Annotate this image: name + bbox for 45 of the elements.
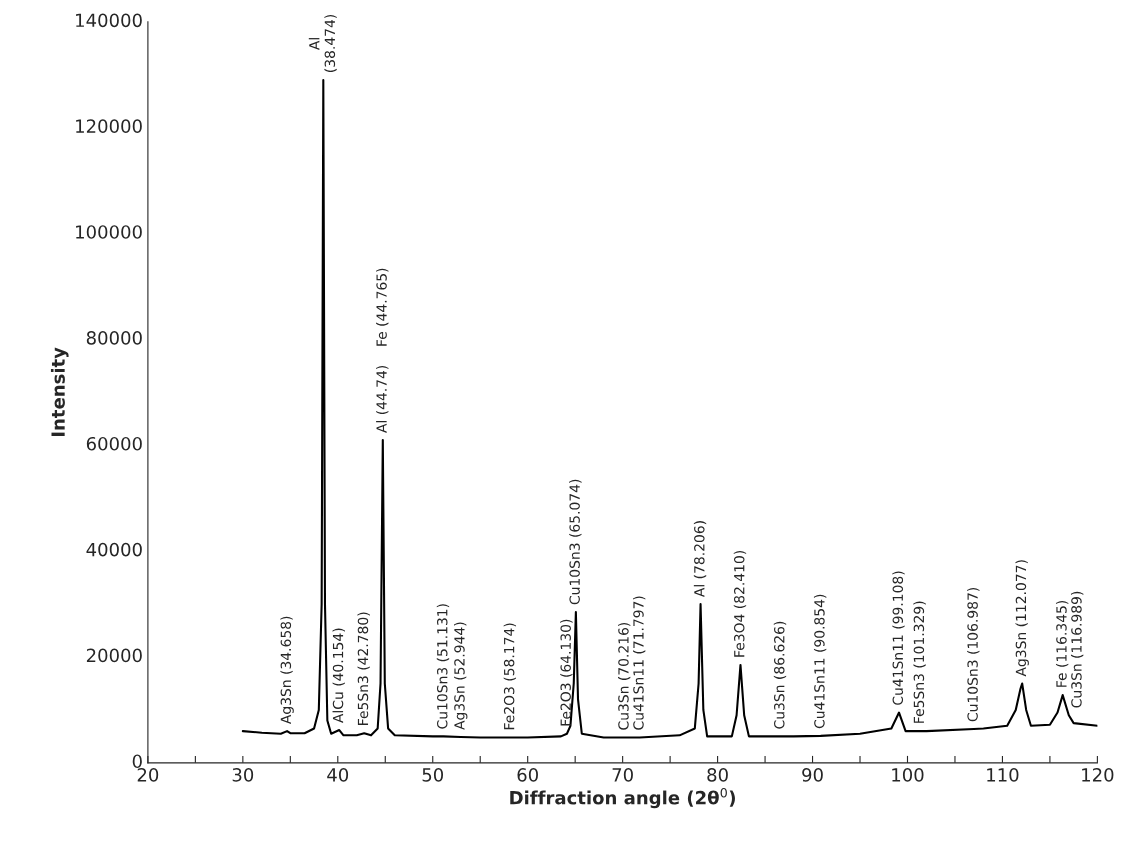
x-tick-label: 40	[327, 768, 349, 782]
annotation: Cu10Sn3 (65.074)	[569, 479, 582, 605]
y-tick-label: 100000	[76, 225, 142, 239]
annotation: Cu10Sn3 (51.131)	[436, 604, 450, 729]
annotation: Fe2O3 (58.174)	[503, 623, 517, 730]
x-tick-label: 120	[1082, 768, 1114, 782]
x-tick-label: 20	[137, 768, 159, 782]
x-tick-label: 70	[612, 768, 633, 782]
x-tick-label: 110	[987, 768, 1019, 782]
annotation: Al (44.74)	[376, 365, 389, 433]
x-tick-label: 50	[422, 768, 444, 782]
annotation: Ag3Sn (52.944)	[453, 622, 468, 730]
y-axis-title: Intensity	[50, 347, 69, 437]
x-tick-label: 90	[802, 768, 823, 782]
y-tick-label: 60000	[86, 436, 142, 451]
y-tick-label: 120000	[76, 119, 142, 133]
annotation: Ag3Sn (34.658)	[280, 616, 294, 725]
annotation: Fe3O4 (82.410)	[733, 550, 747, 657]
annotation: Ag3Sn (112.077)	[1015, 560, 1029, 677]
annotation: Cu10Sn3 (106.987)	[967, 587, 980, 722]
y-tick-label: 20000	[86, 648, 142, 663]
annotation: Cu41Sn11 (71.797)	[633, 596, 646, 730]
y-tick-label: 80000	[86, 331, 142, 345]
annotation: Al (78.206)	[693, 521, 707, 598]
line-series	[241, 79, 1098, 739]
y-tick-label: 140000	[76, 13, 142, 28]
annotation: Fe5Sn3 (42.780)	[357, 612, 370, 725]
annotation: Cu41Sn11 (99.108)	[892, 571, 905, 705]
x-tick-label: 100	[892, 768, 924, 782]
annotation: Fe (116.345)	[1055, 600, 1069, 687]
x-tick-label: 60	[517, 768, 538, 782]
annotation: Al (38.474)	[308, 14, 337, 72]
annotation: Cu3Sn (86.626)	[773, 621, 787, 729]
annotation: Cu3Sn (70.216)	[617, 622, 631, 730]
x-axis-title: Diffraction angle (2θ$^{0}$)	[510, 787, 735, 809]
y-tick-label: 0	[132, 754, 142, 769]
annotation: Cu3Sn (116.989)	[1070, 591, 1084, 708]
annotation: AlCu (40.154)	[332, 628, 345, 723]
annotation: Fe5Sn3 (101.329)	[913, 601, 926, 723]
y-tick-label: 40000	[86, 542, 142, 557]
annotation: Fe2O3 (64.130)	[560, 619, 573, 726]
annotation: Cu41Sn11 (90.854)	[813, 594, 827, 729]
annotation: Fe (44.765)	[376, 268, 389, 346]
x-tick-label: 80	[707, 768, 728, 782]
x-tick-label: 30	[232, 768, 254, 782]
